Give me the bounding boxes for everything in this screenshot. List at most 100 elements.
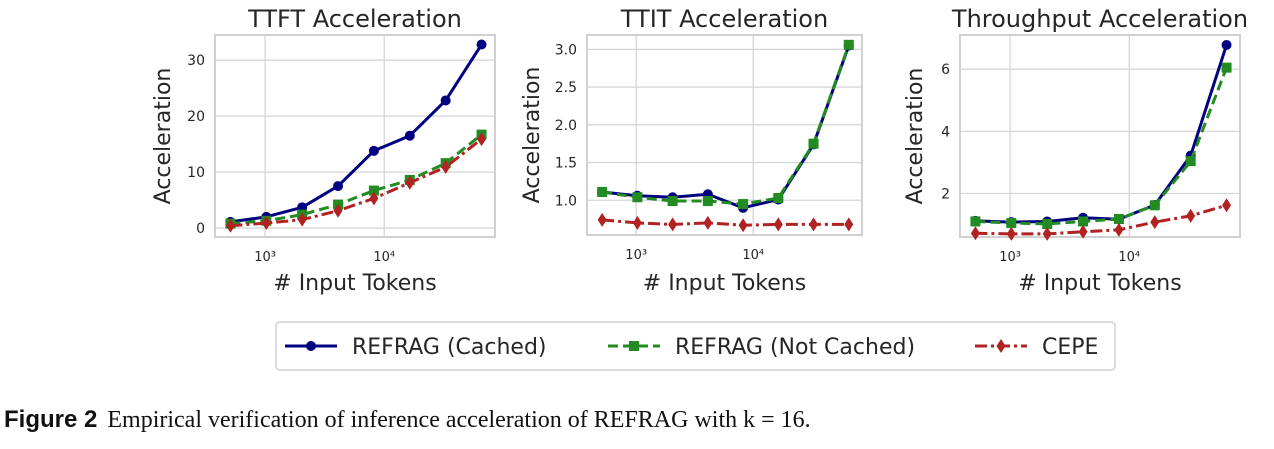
data-point [333,203,343,218]
series-line [230,137,483,228]
data-point [738,199,749,210]
data-point [368,145,379,156]
series-refrag-not-cached- [970,62,1232,229]
y-tick-label: 4 [941,124,950,140]
chart-title: TTFT Acceleration [247,5,462,33]
data-point [1006,226,1016,241]
x-tick-label: 10⁴ [742,248,764,263]
legend-marker [629,341,639,351]
y-axis-label: Acceleration [151,68,176,205]
data-point [476,39,487,50]
series-cepe [970,198,1232,241]
data-point [369,191,379,206]
chart-1: 10³ 10⁴ 0 10 20 30 TTFT Acceleration # Input To… [151,5,496,296]
legend: REFRAG (Cached) REFRAG (Not Cached) CEPE [275,321,1116,371]
data-point [1113,213,1124,224]
legend-marker [306,341,316,351]
y-axis-label: Acceleration [520,67,545,204]
data-point [368,185,379,196]
data-point [440,95,451,106]
y-axis-label: Acceleration [903,68,928,205]
legend-frame [275,321,1116,371]
data-point [1185,156,1196,167]
y-tick-label: 2.0 [555,118,577,134]
x-axis-label: # Input Tokens [1018,271,1181,296]
x-tick-label: 10⁴ [373,250,395,265]
series-refrag-not-cached- [597,39,854,210]
data-point [1149,200,1160,211]
data-point [809,217,819,232]
caption-text: Empirical verification of inference acce… [107,407,811,433]
chart-title: Throughput Acceleration [951,5,1248,33]
data-point [297,212,307,227]
legend-marker [996,339,1006,353]
x-axis-label: # Input Tokens [273,271,436,296]
y-tick-label: 1.5 [555,156,577,172]
legend-entry: CEPE [975,335,1098,360]
data-point [1006,218,1017,229]
data-point [404,130,415,141]
chart-3: 10³ 10⁴ 2 4 6 Throughput Acceleration # Input … [903,5,1248,296]
plot-frame [959,34,1241,238]
chart-2: 10³ 10⁴ 1.0 1.5 2.0 2.5 3.0 TTIT Acceleration # … [520,5,863,296]
figure: 10³ 10⁴ 0 10 20 30 TTFT Acceleration # Input To… [151,5,1248,371]
y-tick-label: 2 [941,186,950,202]
data-point [808,138,819,149]
data-point [632,215,642,230]
series-line [230,43,483,224]
y-tick-label: 3.0 [555,42,577,58]
figure-caption: Figure 2 Empirical verification of infere… [4,406,811,434]
data-point [773,217,783,232]
data-point [1042,218,1053,229]
data-point [597,212,607,227]
data-point [1078,224,1088,239]
y-tick-label: 6 [941,62,950,78]
data-point [441,160,451,175]
data-point [1221,39,1232,50]
series-line [230,133,483,226]
data-point [1186,208,1196,223]
series-line [602,218,849,227]
data-point [703,215,713,230]
caption-label: Figure 2 [4,406,98,433]
x-tick-label: 10³ [254,250,276,265]
series-cepe [597,212,854,233]
data-point [405,175,415,190]
y-tick-label: 30 [187,53,205,69]
series-line [975,44,1228,224]
data-point [1042,226,1052,241]
data-point [1078,216,1089,227]
data-point [632,192,643,203]
x-tick-label: 10³ [999,250,1021,265]
data-point [667,196,678,207]
legend-label: REFRAG (Cached) [352,335,547,360]
legend-label: CEPE [1042,335,1098,360]
data-point [702,196,713,207]
data-point [1222,198,1232,213]
y-tick-label: 1.0 [555,193,577,209]
series-line [601,44,851,206]
data-point [597,186,608,197]
x-tick-label: 10³ [625,248,647,263]
data-point [970,216,981,227]
series-cepe [225,132,487,233]
chart-title: TTIT Acceleration [620,5,828,33]
data-point [773,193,784,204]
data-point [261,216,271,231]
plot-frame [586,34,863,236]
data-point [1221,62,1232,73]
y-tick-label: 10 [187,165,205,181]
data-point [970,226,980,241]
legend-label: REFRAG (Not Cached) [675,335,915,360]
y-tick-label: 2.5 [555,80,577,96]
data-point [477,132,487,147]
y-tick-label: 20 [187,109,205,125]
plot-frame [214,34,496,238]
data-point [844,217,854,232]
data-point [225,218,235,233]
x-axis-label: # Input Tokens [643,271,806,296]
series-line [975,203,1227,236]
data-point [1150,215,1160,230]
data-point [738,218,748,233]
data-point [1114,222,1124,237]
